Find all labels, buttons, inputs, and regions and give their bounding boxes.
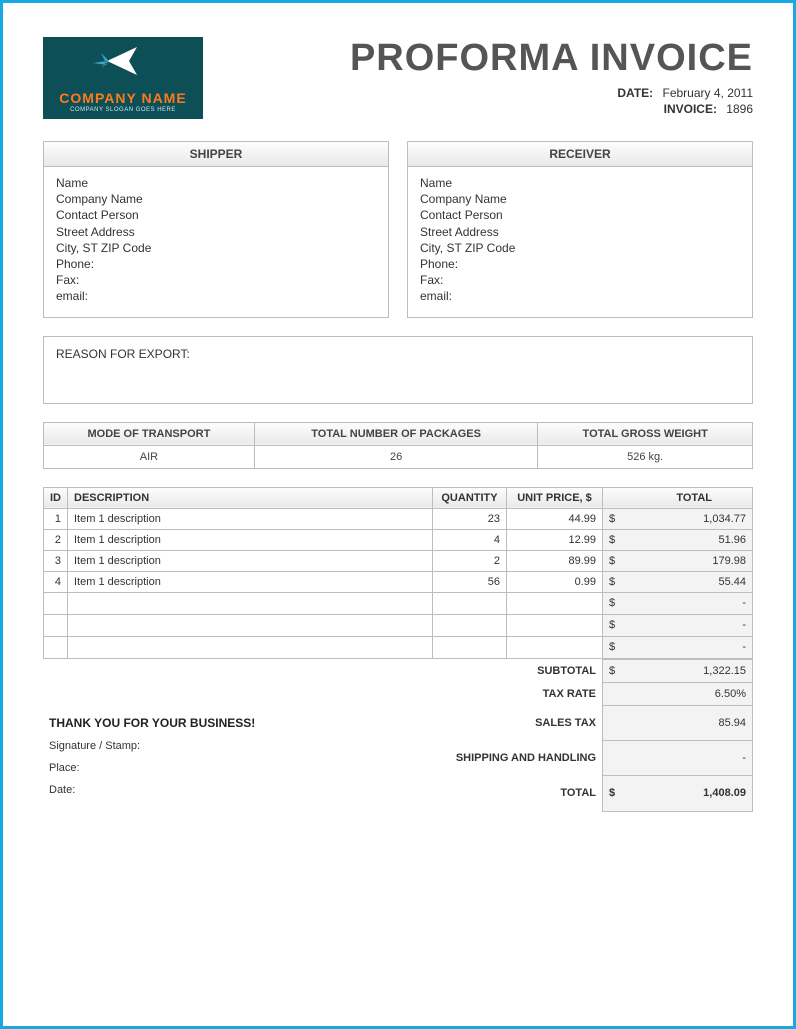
date-value: February 4, 2011 <box>663 86 754 100</box>
header: COMPANY NAME COMPANY SLOGAN GOES HERE PR… <box>43 37 753 119</box>
shipper-header: SHIPPER <box>44 142 388 167</box>
cell-qty: 23 <box>433 508 507 529</box>
col-id: ID <box>44 487 68 508</box>
shipping-value: - <box>603 740 753 775</box>
meta-date: DATE: February 4, 2011 <box>350 86 753 100</box>
receiver-line: City, ST ZIP Code <box>420 240 740 256</box>
cell-total-empty: $- <box>603 614 753 636</box>
taxrate-value: 6.50% <box>603 682 753 705</box>
ship-h-0: MODE OF TRANSPORT <box>44 422 255 445</box>
invoice-page: COMPANY NAME COMPANY SLOGAN GOES HERE PR… <box>0 0 796 1029</box>
shipper-box: SHIPPER NameCompany NameContact PersonSt… <box>43 141 389 318</box>
table-row: 2Item 1 description412.99$51.96 <box>44 529 753 550</box>
receiver-box: RECEIVER NameCompany NameContact PersonS… <box>407 141 753 318</box>
col-total: TOTAL <box>603 487 753 508</box>
logo-name: COMPANY NAME <box>59 90 186 106</box>
bottom-block: SUBTOTAL $1,322.15 TAX RATE 6.50% THANK … <box>43 659 753 812</box>
cell-desc: Item 1 description <box>68 550 433 571</box>
summary-table: SUBTOTAL $1,322.15 TAX RATE 6.50% THANK … <box>43 659 753 812</box>
shipper-body: NameCompany NameContact PersonStreet Add… <box>44 167 388 317</box>
table-row: 4Item 1 description560.99$55.44 <box>44 571 753 592</box>
reason-box: REASON FOR EXPORT: <box>43 336 753 404</box>
col-qty: QUANTITY <box>433 487 507 508</box>
cell-unit: 44.99 <box>507 508 603 529</box>
table-row: 3Item 1 description289.99$179.98 <box>44 550 753 571</box>
receiver-body: NameCompany NameContact PersonStreet Add… <box>408 167 752 317</box>
cell-id: 3 <box>44 550 68 571</box>
shipper-line: Street Address <box>56 224 376 240</box>
shipper-line: Phone: <box>56 256 376 272</box>
cell-desc: Item 1 description <box>68 529 433 550</box>
cell-desc: Item 1 description <box>68 508 433 529</box>
cell-unit: 89.99 <box>507 550 603 571</box>
thanks-text: THANK YOU FOR YOUR BUSINESS! <box>49 716 337 730</box>
title-block: PROFORMA INVOICE DATE: February 4, 2011 … <box>350 37 753 118</box>
salestax-label: SALES TAX <box>343 705 603 740</box>
arrow-star-icon <box>87 41 159 91</box>
shipper-line: Contact Person <box>56 207 376 223</box>
receiver-line: Contact Person <box>420 207 740 223</box>
parties-row: SHIPPER NameCompany NameContact PersonSt… <box>43 141 753 318</box>
cell-total: $51.96 <box>603 529 753 550</box>
table-row-empty: $- <box>44 636 753 658</box>
cell-desc: Item 1 description <box>68 571 433 592</box>
total-value: $1,408.09 <box>603 776 753 811</box>
shipping-label: SHIPPING AND HANDLING <box>343 740 603 775</box>
cell-id: 2 <box>44 529 68 550</box>
shipper-line: Name <box>56 175 376 191</box>
col-unit: UNIT PRICE, $ <box>507 487 603 508</box>
cell-total: $179.98 <box>603 550 753 571</box>
taxrate-label: TAX RATE <box>343 682 603 705</box>
table-row-empty: $- <box>44 592 753 614</box>
ship-v-1: 26 <box>254 445 538 468</box>
invoice-label: INVOICE: <box>647 102 717 116</box>
page-title: PROFORMA INVOICE <box>350 37 753 80</box>
ship-v-0: AIR <box>44 445 255 468</box>
table-row-empty: $- <box>44 614 753 636</box>
receiver-line: Street Address <box>420 224 740 240</box>
receiver-header: RECEIVER <box>408 142 752 167</box>
shipping-info-table: MODE OF TRANSPORT TOTAL NUMBER OF PACKAG… <box>43 422 753 469</box>
receiver-line: Name <box>420 175 740 191</box>
receiver-line: Phone: <box>420 256 740 272</box>
ship-v-2: 526 kg. <box>538 445 753 468</box>
cell-unit: 12.99 <box>507 529 603 550</box>
cell-id: 4 <box>44 571 68 592</box>
company-logo: COMPANY NAME COMPANY SLOGAN GOES HERE <box>43 37 203 119</box>
shipper-line: Company Name <box>56 191 376 207</box>
reason-label: REASON FOR EXPORT: <box>56 347 190 361</box>
cell-id: 1 <box>44 508 68 529</box>
salestax-value: 85.94 <box>603 705 753 740</box>
receiver-line: Company Name <box>420 191 740 207</box>
cell-qty: 56 <box>433 571 507 592</box>
date-line: Date: <box>49 784 337 796</box>
receiver-line: Fax: <box>420 272 740 288</box>
cell-total: $1,034.77 <box>603 508 753 529</box>
shipper-line: email: <box>56 288 376 304</box>
date-label: DATE: <box>583 86 653 100</box>
logo-slogan: COMPANY SLOGAN GOES HERE <box>70 107 176 113</box>
subtotal-value: $1,322.15 <box>603 659 753 682</box>
table-row: 1Item 1 description2344.99$1,034.77 <box>44 508 753 529</box>
cell-qty: 2 <box>433 550 507 571</box>
ship-h-1: TOTAL NUMBER OF PACKAGES <box>254 422 538 445</box>
subtotal-label: SUBTOTAL <box>343 659 603 682</box>
cell-unit: 0.99 <box>507 571 603 592</box>
ship-h-2: TOTAL GROSS WEIGHT <box>538 422 753 445</box>
invoice-value: 1896 <box>726 102 753 116</box>
receiver-line: email: <box>420 288 740 304</box>
col-desc: DESCRIPTION <box>68 487 433 508</box>
shipper-line: City, ST ZIP Code <box>56 240 376 256</box>
cell-qty: 4 <box>433 529 507 550</box>
total-label: TOTAL <box>343 776 603 811</box>
cell-total: $55.44 <box>603 571 753 592</box>
signature-line: Signature / Stamp: <box>49 740 337 752</box>
items-table: ID DESCRIPTION QUANTITY UNIT PRICE, $ TO… <box>43 487 753 659</box>
place-line: Place: <box>49 762 337 774</box>
cell-total-empty: $- <box>603 592 753 614</box>
shipper-line: Fax: <box>56 272 376 288</box>
cell-total-empty: $- <box>603 636 753 658</box>
meta-invoice: INVOICE: 1896 <box>350 102 753 116</box>
